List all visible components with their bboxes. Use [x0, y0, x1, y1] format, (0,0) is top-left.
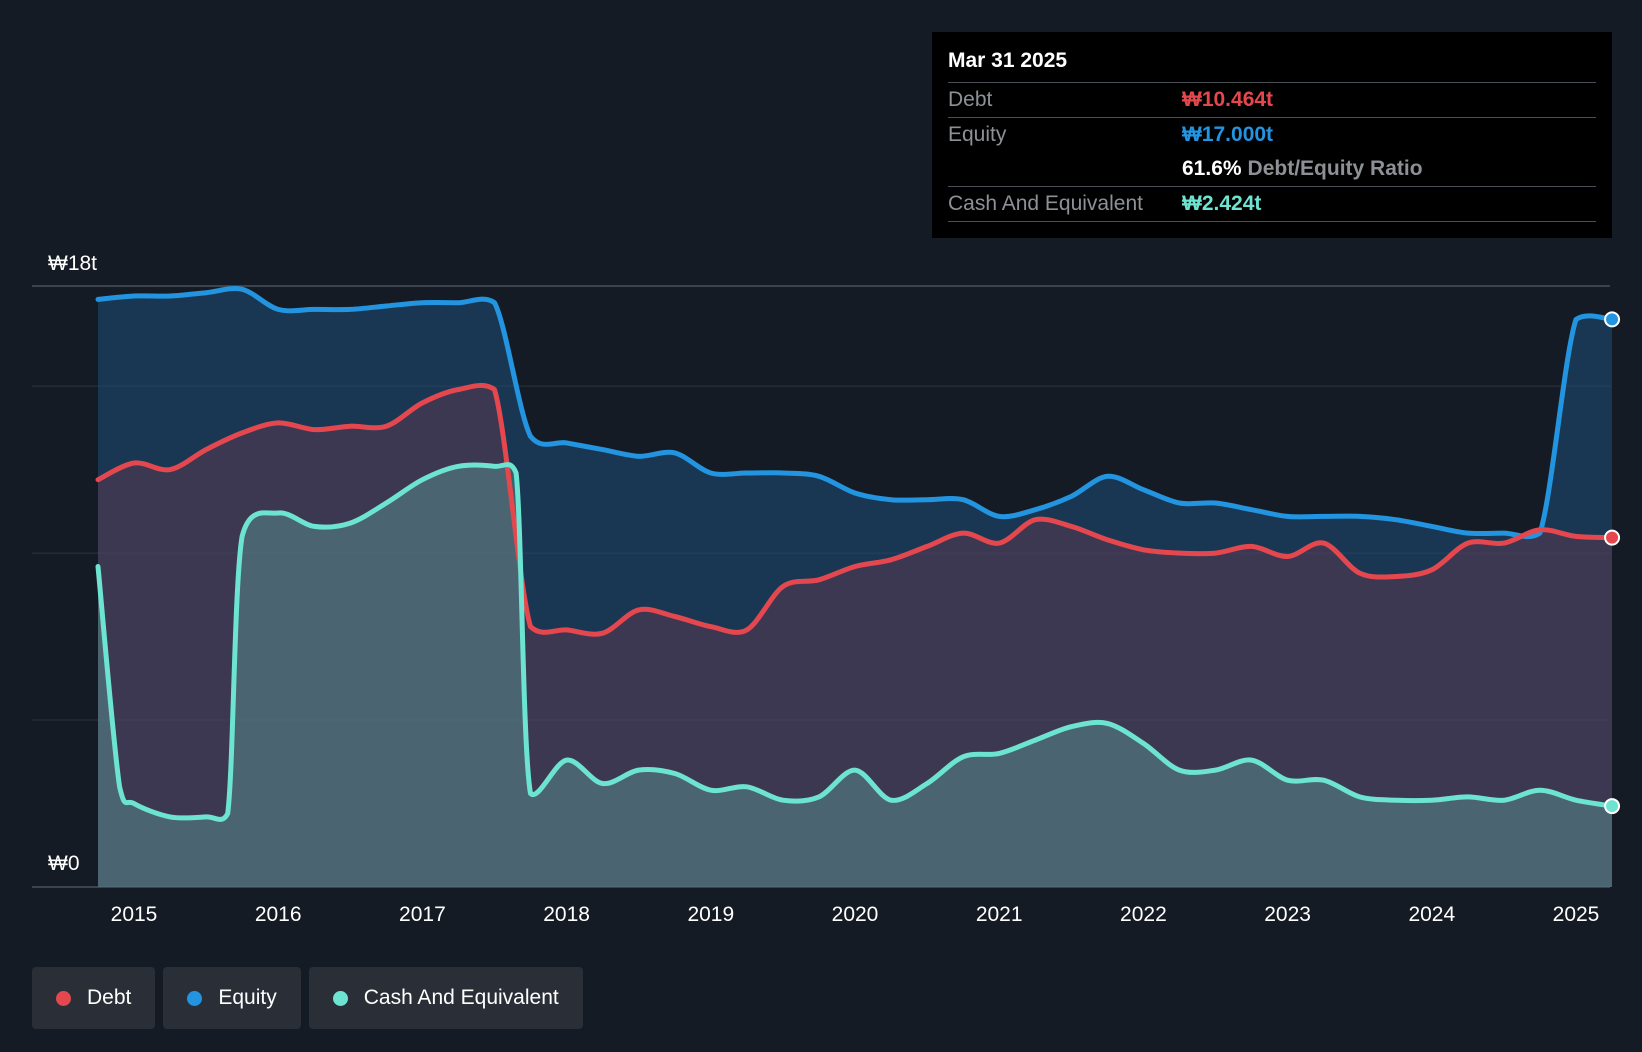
equity-line — [95, 286, 1615, 540]
cash-end-marker[interactable] — [1604, 798, 1621, 815]
series-areas — [98, 288, 1612, 888]
data-tooltip: Mar 31 2025 Debt ₩10.464t Equity ₩17.000… — [932, 32, 1612, 238]
tooltip-equity-label: Equity — [948, 123, 1007, 146]
tooltip-cash-value: ₩2.424t — [1182, 192, 1262, 215]
debt-dot-icon — [56, 990, 71, 1006]
legend-debt-label: Debt — [87, 986, 132, 1009]
tooltip-equity-value: ₩17.000t — [1182, 123, 1274, 146]
tooltip-debt-row: Debt ₩10.464t — [948, 82, 1596, 117]
tooltip-debt-value: ₩10.464t — [1182, 88, 1274, 111]
x-tick-label: 2015 — [111, 903, 158, 926]
x-tick-label: 2022 — [1120, 903, 1167, 926]
end-markers — [1604, 311, 1621, 815]
tooltip-ratio-value: 61.6% — [1182, 157, 1242, 180]
y-axis-top-label: ₩18t — [48, 252, 97, 275]
x-tick-label: 2021 — [976, 903, 1023, 926]
x-tick-label: 2020 — [832, 903, 879, 926]
legend-item-equity[interactable]: Equity — [163, 967, 301, 1029]
y-axis-bottom-label: ₩0 — [48, 852, 80, 875]
x-axis-ticks: 2015 2016 2017 2018 2019 2020 2021 2022 2023 2024… — [111, 903, 1600, 926]
x-tick-label: 2025 — [1553, 903, 1600, 926]
chart-legend: Debt Equity Cash And Equivalent — [32, 967, 583, 1029]
tooltip-debt-label: Debt — [948, 88, 993, 111]
x-tick-label: 2016 — [255, 903, 302, 926]
x-tick-label: 2024 — [1408, 903, 1455, 926]
tooltip-ratio-label: Debt/Equity Ratio — [1247, 157, 1423, 180]
tooltip-cash-label: Cash And Equivalent — [948, 192, 1143, 215]
x-tick-label: 2019 — [687, 903, 734, 926]
x-tick-label: 2018 — [543, 903, 590, 926]
legend-item-debt[interactable]: Debt — [32, 967, 156, 1029]
equity-dot-icon — [187, 990, 203, 1006]
x-tick-label: 2023 — [1264, 903, 1311, 926]
tooltip-ratio-row: 61.6% Debt/Equity Ratio — [948, 152, 1596, 186]
debt-line — [95, 382, 1615, 637]
series-lines — [95, 286, 1615, 822]
cash-area — [98, 464, 1612, 887]
tooltip-date: Mar 31 2025 — [948, 49, 1068, 72]
equity-area — [98, 288, 1612, 888]
cash-dot-icon — [332, 990, 348, 1006]
legend-item-cash[interactable]: Cash And Equivalent — [308, 967, 583, 1029]
cash-line — [95, 462, 1615, 822]
x-tick-label: 2017 — [399, 903, 446, 926]
equity-end-marker[interactable] — [1604, 311, 1621, 328]
debt-end-marker[interactable] — [1604, 529, 1621, 546]
legend-equity-label: Equity — [218, 986, 277, 1009]
tooltip-cash-row: Cash And Equivalent ₩2.424t — [948, 186, 1596, 222]
tooltip-equity-row: Equity ₩17.000t — [948, 117, 1596, 152]
legend-cash-label: Cash And Equivalent — [363, 986, 559, 1009]
